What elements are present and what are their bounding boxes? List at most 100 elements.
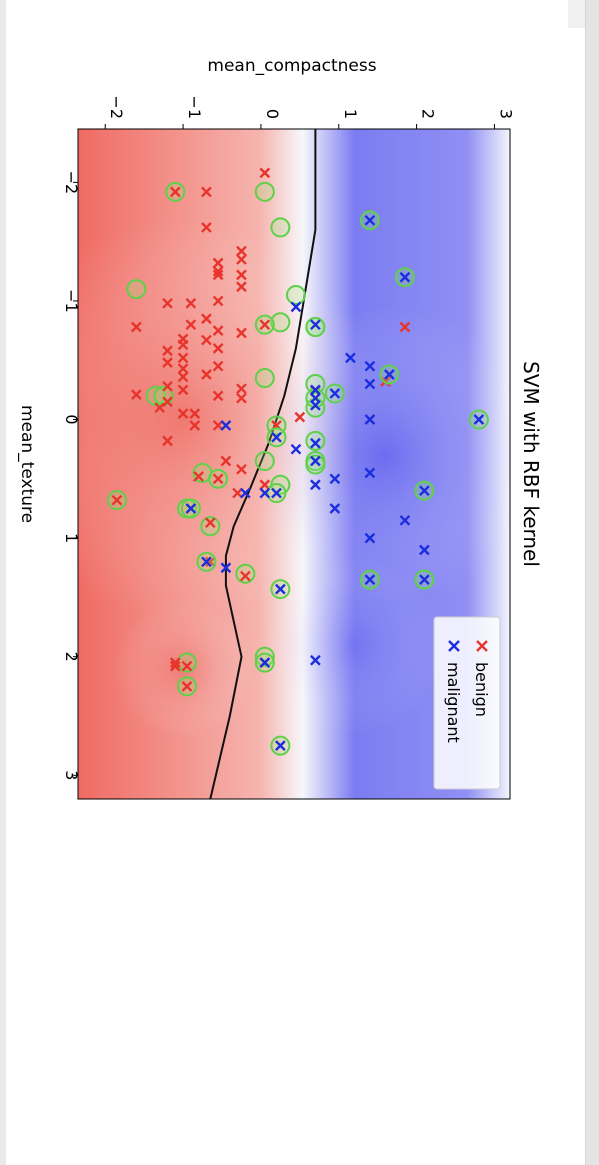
support-vector-marker <box>200 516 221 537</box>
benign-point <box>236 383 247 395</box>
legend: benign malignant <box>433 616 501 790</box>
support-vector-marker <box>126 279 147 300</box>
benign-point <box>201 313 212 325</box>
decision-boundary <box>209 129 317 799</box>
benign-point <box>236 254 247 265</box>
benign-point <box>204 517 216 529</box>
benign-point <box>162 396 173 408</box>
benign-point <box>177 371 189 383</box>
vertical-scrollbar[interactable] <box>585 0 599 1165</box>
benign-point <box>154 402 166 414</box>
scatter-points <box>106 167 489 756</box>
y-tick-label: 2 <box>419 109 438 119</box>
malignant-point <box>271 487 282 499</box>
malignant-point <box>345 352 356 364</box>
malignant-point <box>364 378 376 390</box>
x-tick-label: 3 <box>62 770 81 780</box>
support-vector-marker <box>270 312 291 333</box>
malignant-point <box>399 514 411 526</box>
benign-point <box>212 265 224 277</box>
support-vector-marker <box>254 181 275 202</box>
benign-point <box>212 360 224 372</box>
benign-point <box>212 390 224 402</box>
benign-point <box>294 411 306 423</box>
benign-point <box>240 570 251 582</box>
benign-point <box>177 384 189 396</box>
malignant-point <box>364 574 376 585</box>
benign-point <box>236 327 247 339</box>
benign-point <box>111 494 123 506</box>
malignant-point <box>329 503 341 514</box>
y-axis: −2 −1 0 1 2 3 <box>104 95 515 129</box>
benign-point <box>236 281 247 293</box>
malignant-point <box>275 583 286 595</box>
blue-shade-blob <box>264 554 445 735</box>
x-tick-label: −2 <box>62 171 81 195</box>
malignant-point <box>259 657 271 668</box>
malignant-point <box>220 420 232 431</box>
benign-point <box>201 369 212 380</box>
malignant-point <box>329 473 341 485</box>
benign-point <box>236 463 247 475</box>
malignant-point <box>364 214 376 226</box>
benign-point <box>162 297 173 309</box>
benign-point <box>162 380 173 392</box>
malignant-point <box>310 384 321 396</box>
benign-point <box>212 269 224 281</box>
malignant-point <box>201 556 212 568</box>
support-vector-marker <box>305 317 326 338</box>
malignant-point <box>310 399 321 411</box>
malignant-point <box>310 479 321 491</box>
benign-point <box>185 297 197 309</box>
support-vector-marker <box>235 563 256 584</box>
benign-point <box>204 556 216 568</box>
malignant-point <box>364 414 376 425</box>
malignant-point <box>419 574 430 585</box>
benign-point <box>162 357 173 368</box>
benign-point <box>236 245 247 257</box>
benign-point <box>181 680 193 692</box>
y-tick-label: −2 <box>107 95 126 119</box>
benign-point <box>212 295 224 307</box>
benign-point <box>185 319 197 331</box>
benign-point <box>220 455 232 467</box>
blue-shade-blob <box>235 305 510 606</box>
y-tick-label: 3 <box>496 109 515 119</box>
y-tick-label: −1 <box>185 95 204 119</box>
legend-marker-benign <box>476 640 488 652</box>
malignant-point <box>220 562 232 574</box>
malignant-point <box>310 437 321 449</box>
benign-point <box>399 321 411 333</box>
malignant-point <box>364 532 376 544</box>
x-tick-label: 1 <box>62 533 81 543</box>
benign-point <box>177 352 189 364</box>
malignant-point <box>271 431 282 443</box>
benign-point <box>201 334 212 346</box>
support-vector-marker <box>176 652 197 673</box>
x-axis-label: mean_texture <box>17 405 37 523</box>
chart-title: SVM with RBF kernel <box>519 361 543 567</box>
benign-point <box>201 186 212 198</box>
window-left-edge <box>0 0 6 1165</box>
legend-label-benign: benign <box>472 662 491 717</box>
legend-label-malignant: malignant <box>444 662 463 743</box>
benign-point <box>212 343 224 354</box>
benign-point <box>259 319 271 331</box>
support-vector-marker <box>305 430 326 451</box>
legend-box <box>433 616 501 790</box>
y-tick-label: 0 <box>263 109 282 119</box>
malignant-point <box>240 487 251 499</box>
malignant-point <box>290 301 302 313</box>
y-axis-label: mean_compactness <box>207 56 376 76</box>
y-tick-label: 1 <box>341 109 360 119</box>
malignant-point <box>310 455 321 467</box>
plot-frame <box>77 128 511 800</box>
benign-point <box>131 389 142 400</box>
benign-point <box>177 408 189 419</box>
malignant-point <box>364 360 376 372</box>
support-vector-marker <box>305 454 326 475</box>
benign-point <box>212 473 224 485</box>
benign-point <box>169 660 181 672</box>
benign-point <box>212 325 224 336</box>
benign-point <box>193 471 204 482</box>
